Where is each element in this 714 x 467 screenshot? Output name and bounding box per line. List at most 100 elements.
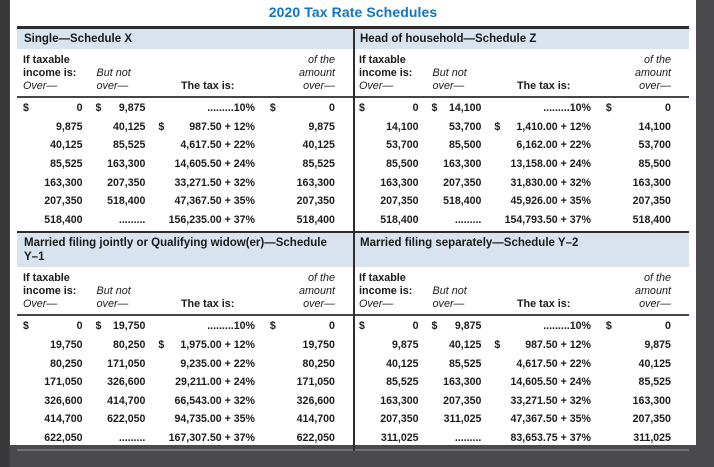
but-not-over-cell: 518,400 <box>88 195 152 207</box>
over-cell-value: 207,350 <box>380 413 419 426</box>
but-not-over-cell-value: 9,875 <box>118 102 146 115</box>
table-row: 80,250 171,050 9,235.00 + 22% 80,250 <box>17 354 353 373</box>
but-not-over-cell-value: 40,125 <box>448 339 482 352</box>
but-not-over-cell: 207,350 <box>424 395 488 407</box>
table-row: 53,700 85,500 6,162.00 + 22% 53,700 <box>353 136 689 155</box>
tax-cell: 47,367.50 + 35% <box>487 413 600 425</box>
tax-cell: $1,410.00 + 12% <box>487 121 600 133</box>
header-but-not: But not <box>96 285 131 298</box>
but-not-over-cell-value: 85,525 <box>448 357 482 370</box>
tax-cell-value: .........10% <box>543 320 591 333</box>
but-not-over-cell-value: 518,400 <box>443 195 482 208</box>
header-over3: over— <box>303 80 335 92</box>
header-tax-is: The tax is: <box>180 80 235 92</box>
over-cell: 326,600 <box>17 395 88 407</box>
over-cell: 40,125 <box>17 139 88 151</box>
but-not-over-cell-value: ......... <box>118 213 146 226</box>
header-over3: over— <box>303 298 335 311</box>
but-not-over-cell: 622,050 <box>88 413 152 425</box>
amount-over-cell: 207,350 <box>600 195 689 207</box>
over-cell-value: 19,750 <box>50 339 83 352</box>
table-row: $0 $19,750 .........10% $0 <box>17 317 353 336</box>
tax-cell-value: 154,793.50 + 37% <box>504 213 591 226</box>
over-cell: 53,700 <box>353 139 424 151</box>
header-butnot-column: But not over— <box>88 54 152 93</box>
but-not-over-cell: $19,750 <box>88 320 152 332</box>
but-not-over-cell: 414,700 <box>88 395 152 407</box>
over-cell-value: 311,025 <box>380 432 419 445</box>
tax-cell: 167,307.50 + 37% <box>151 432 264 444</box>
over-cell: 85,525 <box>17 158 88 170</box>
header-over-column: If taxable income is: Over— <box>17 272 88 311</box>
but-not-over-cell: ......... <box>88 432 152 444</box>
over-cell: 19,750 <box>17 339 88 351</box>
tax-cell-value: 33,271.50 + 32% <box>174 176 255 189</box>
but-not-over-cell: 85,525 <box>424 358 488 370</box>
header-income-is: income is: <box>23 67 77 79</box>
tax-cell: 154,793.50 + 37% <box>487 214 600 226</box>
amount-over-cell: 207,350 <box>600 413 689 425</box>
amount-over-cell-value: 19,750 <box>302 339 335 352</box>
amount-over-cell-value: 518,400 <box>296 213 335 226</box>
but-not-over-cell: 80,250 <box>88 339 152 351</box>
tax-cell-value: 14,605.50 + 24% <box>174 158 255 171</box>
header-tax-is: The tax is: <box>516 298 571 311</box>
but-not-over-cell-value: 311,025 <box>443 413 482 426</box>
header-amount-column: of the amount over— <box>600 272 689 311</box>
tax-cell-value: 167,307.50 + 37% <box>168 432 255 445</box>
tax-cell: 33,271.50 + 32% <box>151 177 264 189</box>
header-but-not: But not <box>432 67 467 79</box>
header-over2: over— <box>432 80 465 92</box>
schedule-mfj-title: Married filing jointly or Qualifying wid… <box>17 233 353 268</box>
amount-over-cell-value: 9,875 <box>644 339 671 352</box>
dollar-sign: $ <box>158 120 165 133</box>
header-tax-column: The tax is: <box>487 272 600 311</box>
over-cell-value: 0 <box>412 102 419 115</box>
center-divider-rule <box>353 26 355 452</box>
amount-over-cell-value: 85,525 <box>302 158 335 171</box>
amount-over-cell: $0 <box>600 102 689 114</box>
over-cell-value: 9,875 <box>392 339 419 352</box>
tax-cell: 83,653.75 + 37% <box>487 432 600 444</box>
tax-cell: 66,543.00 + 32% <box>151 395 264 407</box>
amount-over-cell-value: 53,700 <box>638 139 671 152</box>
but-not-over-cell: 85,500 <box>424 139 488 151</box>
tax-cell-value: 29,211.00 + 24% <box>175 376 255 389</box>
header-over-column: If taxable income is: Over— <box>353 54 424 93</box>
dollar-sign: $ <box>359 320 365 333</box>
header-over: Over— <box>359 80 394 92</box>
amount-over-cell: 40,125 <box>264 139 353 151</box>
tax-cell: 156,235.00 + 37% <box>151 214 264 226</box>
column-headers: If taxable income is: Over— But not over… <box>353 49 689 98</box>
table-row: $0 $9,875 .........10% $0 <box>17 99 353 118</box>
tax-cell-value: 33,271.50 + 32% <box>510 394 591 407</box>
amount-over-cell: 85,500 <box>600 158 689 170</box>
schedule-hoh-title: Head of household—Schedule Z <box>353 29 689 49</box>
tax-cell-value: 94,735.00 + 35% <box>174 413 255 426</box>
over-cell-value: 518,400 <box>380 213 419 226</box>
tax-cell-value: 13,158.00 + 24% <box>510 158 591 171</box>
schedule-single-rows: $0 $9,875 .........10% $0 9,875 40,125 $987.50… <box>17 98 353 231</box>
over-cell-value: 207,350 <box>44 195 83 208</box>
amount-over-cell: 207,350 <box>264 195 353 207</box>
header-but-not: But not <box>432 285 467 298</box>
amount-over-cell-value: 9,875 <box>308 120 335 133</box>
table-row: 518,400......... 156,235.00 + 37% 518,400 <box>17 211 353 230</box>
dollar-sign: $ <box>23 320 29 333</box>
but-not-over-cell: 518,400 <box>424 195 488 207</box>
but-not-over-cell: 163,300 <box>88 158 152 170</box>
header-tax-column: The tax is: <box>487 54 600 93</box>
tax-cell-value: 47,367.50 + 35% <box>510 413 591 426</box>
header-over3: over— <box>639 80 671 92</box>
but-not-over-cell-value: 207,350 <box>443 394 482 407</box>
over-cell-value: 85,500 <box>386 158 419 171</box>
tax-cell: .........10% <box>151 320 264 332</box>
amount-over-cell: 622,050 <box>264 432 353 444</box>
table-row: 518,400......... 154,793.50 + 37% 518,400 <box>353 211 689 230</box>
but-not-over-cell: 311,025 <box>424 413 488 425</box>
dollar-sign: $ <box>269 320 276 333</box>
tax-cell: .........10% <box>151 102 264 114</box>
amount-over-cell-value: 326,600 <box>296 394 335 407</box>
over-cell-value: 85,525 <box>386 376 419 389</box>
table-row: 207,350 518,400 47,367.50 + 35% 207,350 <box>17 192 353 211</box>
